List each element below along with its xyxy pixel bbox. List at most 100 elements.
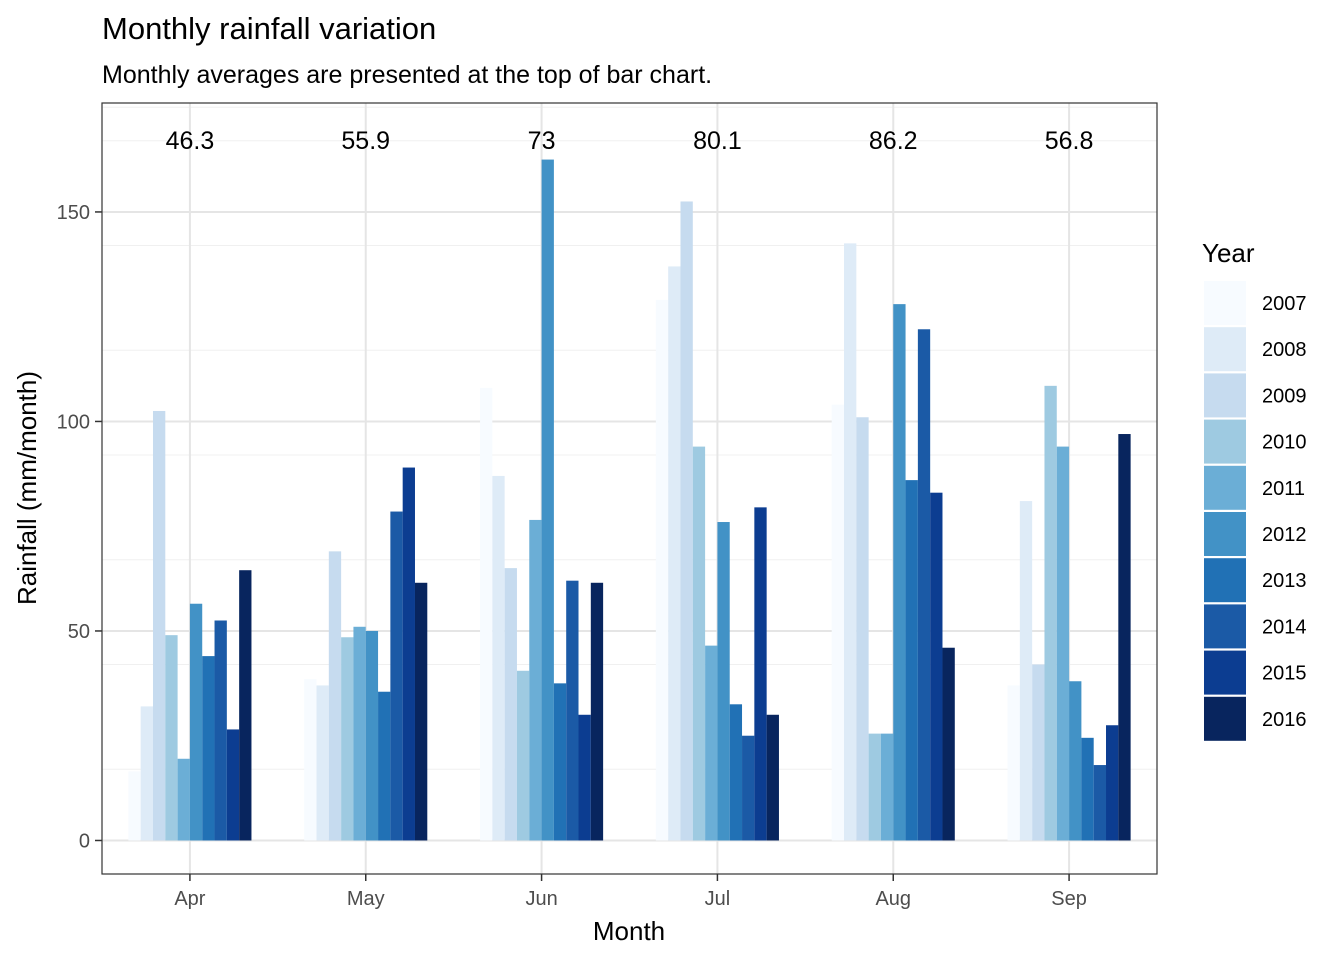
y-axis-title: Rainfall (mm/month) [12,371,42,605]
y-tick-label: 100 [57,411,90,433]
bar-2016-Jun [590,582,604,841]
bar-2011-Sep [1056,446,1070,841]
bar-2007-Aug [831,404,845,841]
bar-2007-Jun [480,387,493,841]
bar-2011-Aug [880,733,894,841]
y-axis: 0 50 100 150 [57,202,102,852]
bar-2012-Apr [189,603,203,841]
bar-2016-Aug [942,647,955,841]
legend-label-2007: 2007 [1262,293,1307,315]
bar-2012-Jul [717,522,730,841]
bar-2014-Jul [742,735,755,841]
bar-2007-Apr [128,771,141,841]
bar-2016-May [414,582,428,841]
legend-title: Year [1202,238,1255,268]
bar-2015-Aug [930,492,943,841]
x-tick-label: May [347,888,385,910]
bar-2009-Apr [152,410,166,841]
x-tick-label: Apr [174,888,205,910]
bar-2015-Jun [578,714,591,841]
bar-2010-Jun [516,670,530,841]
monthly-average-label: 73 [528,127,556,155]
bar-2010-Jul [692,446,706,841]
legend-key-2011 [1204,465,1246,510]
bar-2014-Apr [214,620,227,841]
y-tick-label: 0 [79,830,90,852]
bar-2011-Jul [705,645,718,841]
bar-2008-Jun [492,475,505,841]
bar-2011-Jun [529,519,542,841]
bar-2013-Jun [553,683,567,841]
bar-2013-Apr [202,656,215,841]
bar-2014-Aug [917,329,931,841]
bar-2010-Apr [165,635,178,841]
x-axis-title: Month [593,916,665,946]
monthly-average-label: 55.9 [341,127,390,155]
bar-2013-Jul [729,704,743,841]
bar-2010-Sep [1044,385,1057,841]
x-tick-label: Aug [875,888,911,910]
bar-2008-Aug [844,243,857,841]
legend-key-2007 [1204,281,1246,325]
bar-2011-Apr [177,758,190,841]
bar-2012-Aug [893,304,906,841]
bar-2008-Apr [140,706,153,841]
legend-label-2013: 2013 [1262,570,1307,592]
bar-2007-Sep [1007,685,1020,841]
x-tick-label: Jun [525,888,557,910]
chart-title: Monthly rainfall variation [102,11,436,46]
plot-border [101,102,1158,875]
bar-2007-Jul [655,299,669,841]
bar-2013-Aug [905,480,918,841]
legend-key-2008 [1204,327,1246,372]
bar-2007-May [304,679,317,841]
bar-2015-May [402,467,415,841]
legend-label-2012: 2012 [1262,524,1307,546]
bar-2016-Apr [239,570,252,841]
bar-2012-May [365,630,379,841]
legend-label-2014: 2014 [1262,616,1307,638]
bar-2009-Aug [856,417,869,841]
bar-2014-Jun [566,580,579,841]
legend-label-2011: 2011 [1262,478,1305,500]
plot-panel [102,103,1157,874]
bar-2016-Sep [1118,434,1131,841]
y-tick-label: 50 [68,621,90,643]
x-axis: Apr May Jun Jul Aug Sep [174,874,1087,910]
bar-2013-May [378,691,391,841]
bar-2010-Aug [868,733,881,841]
bar-2010-May [341,637,354,841]
monthly-average-label: 56.8 [1045,127,1094,155]
legend-key-2015 [1204,650,1246,695]
bar-2008-Jul [668,266,681,841]
bars-layer [128,159,1131,841]
legend-label-2016: 2016 [1262,709,1307,731]
legend-label-2015: 2015 [1262,663,1307,685]
bar-2015-Jul [754,507,767,841]
bar-2012-Sep [1069,681,1082,841]
legend: Year 2007 2008 2009 2010 2011 2012 2013 2014 201… [1202,238,1307,741]
bar-2009-May [328,551,342,841]
bar-2016-Jul [766,714,779,841]
legend-key-2013 [1204,558,1246,603]
bar-2012-Jun [541,159,554,841]
legend-key-2014 [1204,604,1246,649]
legend-key-2012 [1204,512,1246,556]
legend-label-2010: 2010 [1262,432,1307,454]
legend-key-2009 [1204,373,1246,418]
bar-2015-Apr [226,729,240,841]
bar-2013-Sep [1081,737,1094,841]
legend-key-2010 [1204,419,1246,464]
monthly-average-label: 86.2 [869,127,918,155]
bar-2008-Sep [1019,501,1033,841]
bar-2008-May [316,685,329,841]
legend-key-2016 [1204,696,1246,741]
bar-2014-Sep [1093,765,1107,841]
bar-2009-Jun [504,568,517,841]
bar-2009-Jul [680,201,693,841]
x-tick-label: Sep [1051,888,1087,910]
bar-2015-Sep [1106,725,1119,841]
y-tick-label: 150 [57,202,90,224]
chart-subtitle: Monthly averages are presented at the to… [102,61,712,89]
